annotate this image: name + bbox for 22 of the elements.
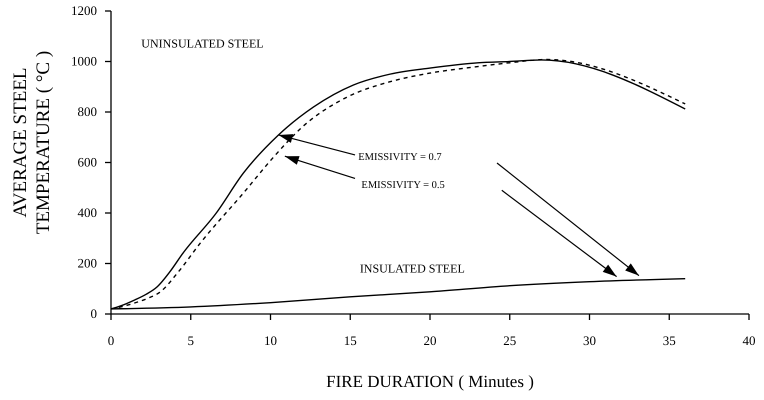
annotation: EMISSIVITY = 0.5 xyxy=(361,180,445,191)
x-tick-label: 25 xyxy=(503,333,516,348)
y-tick-label: 1200 xyxy=(71,3,97,18)
x-tick-label: 40 xyxy=(742,333,756,348)
x-tick-label: 20 xyxy=(424,333,436,348)
annotation: EMISSIVITY = 0.7 xyxy=(358,152,442,163)
y-tick-label: 600 xyxy=(78,154,97,170)
annotation: INSULATED STEEL xyxy=(360,261,465,276)
x-tick-label: 10 xyxy=(264,333,277,348)
y-tick-label: 200 xyxy=(78,256,97,271)
y-tick-label: 800 xyxy=(78,104,97,120)
y-tick-label: 0 xyxy=(90,306,97,322)
annotation: UNINSULATED STEEL xyxy=(141,36,264,51)
x-tick-label: 35 xyxy=(662,333,676,348)
x-tick-label: 15 xyxy=(344,333,357,348)
y-axis-title: AVERAGE STEEL TEMPERATURE ( °C ) xyxy=(10,50,54,234)
x-axis-title: FIRE DURATION ( Minutes ) xyxy=(326,372,534,391)
y-tick-label: 400 xyxy=(78,205,97,220)
x-tick-label: 0 xyxy=(108,333,114,348)
x-tick-label: 5 xyxy=(188,333,194,348)
y-tick-label: 1000 xyxy=(71,54,97,69)
x-tick-label: 30 xyxy=(583,333,596,348)
